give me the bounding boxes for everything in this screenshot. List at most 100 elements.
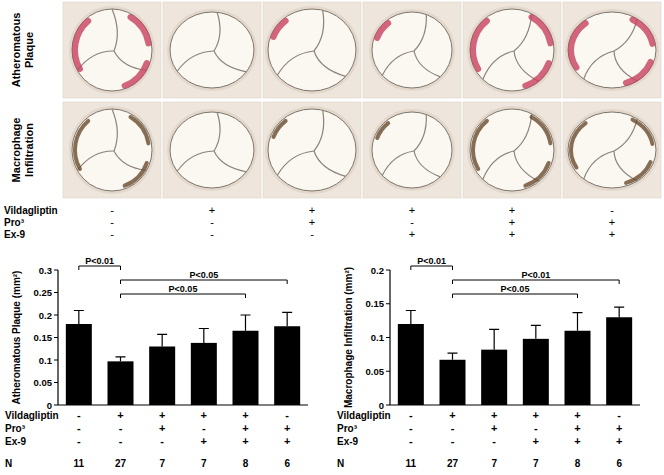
stain-patch [525, 63, 548, 86]
treatment-mark: - [617, 409, 621, 421]
stain-patch [131, 17, 149, 43]
stain-patch [532, 17, 551, 43]
valve-leaflet [277, 51, 314, 75]
treatment-mark: + [242, 422, 248, 434]
stain-patch [626, 62, 651, 83]
treatment-label: Vildagliptin [337, 410, 391, 421]
treatment-mark: - [110, 216, 114, 228]
treatment-mark: - [492, 435, 496, 447]
panel-background [63, 2, 161, 98]
micrograph-panel [263, 102, 361, 198]
y-tick-label: 0.2 [39, 310, 52, 321]
treatment-mark: - [202, 422, 206, 434]
valve-leaflet [277, 151, 314, 175]
stain-patch [532, 117, 551, 143]
chart: Atheromatous Plaque (mm²)00.050.10.150.2… [5, 256, 308, 469]
row-label-group: AtheromatousPlaque [10, 13, 35, 88]
bar [565, 331, 591, 405]
valve-leaflet [112, 9, 117, 51]
treatment-mark: + [209, 204, 215, 216]
treatment-mark: + [574, 435, 580, 447]
n-value: 11 [74, 458, 85, 469]
treatment-mark: - [451, 422, 455, 434]
vessel-wall [565, 9, 659, 91]
row-label-group: MacrophageInfiltration [10, 118, 35, 183]
valve-leaflet [314, 10, 324, 51]
vessel-wall [69, 106, 155, 194]
valve-leaflet [614, 119, 637, 151]
chart: Macrophage Infiltration (mm²)00.050.10.1… [337, 256, 640, 469]
n-value: 8 [243, 458, 249, 469]
micrograph-panel [163, 102, 261, 198]
plot-area [66, 311, 300, 406]
treatment-mark: + [201, 435, 207, 447]
treatment-mark: + [491, 422, 497, 434]
treatment-mark: + [309, 204, 315, 216]
vessel-wall [565, 109, 659, 191]
treatment-mark: + [159, 409, 165, 421]
bar [481, 350, 507, 405]
treatment-mark: + [309, 216, 315, 228]
vessel-wall [369, 9, 455, 91]
n-value: 7 [159, 458, 165, 469]
bar [398, 324, 424, 405]
vessel-lumen [470, 109, 554, 191]
micrograph-panel [563, 102, 661, 198]
panel-background [63, 102, 161, 198]
x-axis [390, 404, 640, 405]
valve-leaflet [314, 51, 346, 76]
panel-background [163, 102, 261, 198]
y-axis [389, 270, 390, 405]
y-tick-label: 0 [47, 400, 52, 411]
panel-background [163, 2, 261, 98]
valve-leaflet [414, 51, 440, 77]
n-value: 7 [533, 458, 539, 469]
panel-background [263, 2, 361, 98]
stain-patch [633, 20, 653, 44]
treatment-mark: - [409, 422, 413, 434]
vessel-lumen [268, 9, 356, 91]
valve-leaflet [584, 151, 614, 179]
treatment-label: Vildagliptin [5, 410, 59, 421]
bar [108, 361, 134, 405]
panel-background [263, 102, 361, 198]
treatment-mark: + [616, 422, 622, 434]
y-tick-label: 0.1 [39, 355, 53, 366]
y-axis-label: Atheromatous Plaque (mm²) [11, 271, 22, 405]
bar [233, 331, 259, 405]
panel-background [363, 2, 461, 98]
treatment-mark: - [210, 228, 214, 240]
treatment-mark: - [160, 435, 164, 447]
stain-patch [273, 21, 285, 37]
treatment-mark: + [449, 409, 455, 421]
valve-leaflet [584, 51, 614, 79]
valve-leaflet [483, 151, 514, 179]
y-tick-label: 0 [379, 400, 384, 411]
figure: AtheromatousPlaque MacrophageInfiltration… [0, 0, 664, 475]
error-bar [489, 329, 499, 349]
treatment-mark: + [533, 409, 539, 421]
significance-label: P<0.05 [189, 270, 218, 280]
n-value: 6 [616, 458, 622, 469]
significance-label: P<0.05 [169, 284, 198, 294]
treatment-mark: - [285, 409, 289, 421]
plot-area [398, 307, 632, 405]
treatment-mark: + [242, 409, 248, 421]
valve-leaflet [77, 151, 114, 171]
y-tick-label: 0.15 [366, 298, 385, 309]
stain-patch [525, 163, 548, 186]
stain-patch [131, 117, 149, 143]
treatment-mark: - [451, 435, 455, 447]
treatment-label: Pro³ [4, 217, 25, 228]
significance-bracket [121, 294, 246, 298]
treatment-mark: - [410, 216, 414, 228]
stain-patch [626, 162, 651, 183]
treatment-mark: + [609, 216, 615, 228]
treatment-mark: - [534, 422, 538, 434]
y-tick-label: 0.05 [34, 377, 53, 388]
treatment-mark: + [574, 422, 580, 434]
y-tick-label: 0.1 [371, 332, 385, 343]
error-bar [157, 334, 167, 346]
treatment-label: Vildagliptin [4, 205, 58, 216]
error-bar [116, 357, 126, 362]
